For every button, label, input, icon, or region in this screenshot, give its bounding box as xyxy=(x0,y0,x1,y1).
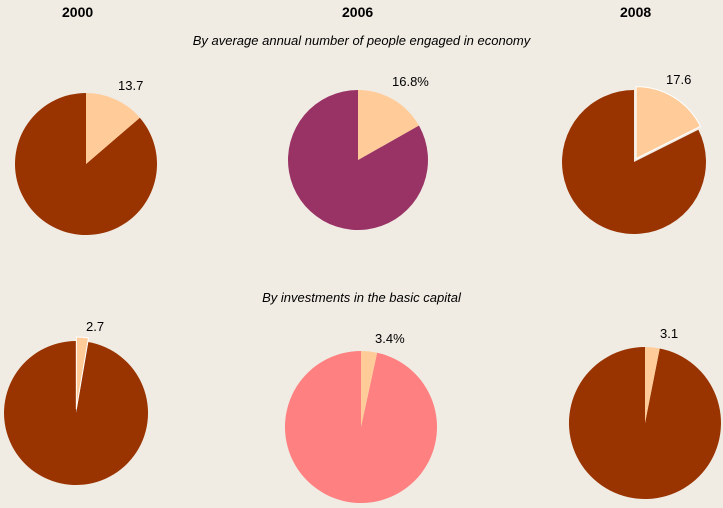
pie-slice-highlight xyxy=(635,86,702,160)
pie-data-label: 2.7 xyxy=(86,319,104,334)
pie-2000-0: 13.7 xyxy=(14,78,157,236)
pie-data-label: 16.8% xyxy=(392,74,429,89)
pie-slice-rest xyxy=(4,341,149,486)
pie-2006-1: 16.8% xyxy=(287,74,429,230)
pie-slice-highlight xyxy=(86,93,140,164)
year-2000-heading: 2000 xyxy=(62,4,94,20)
section-title-investments: By investments in the basic capital xyxy=(262,290,461,305)
pie-slice-highlight xyxy=(361,351,378,427)
pie-data-label: 3.1 xyxy=(660,326,678,341)
pie-slice-rest xyxy=(284,350,437,503)
pie-2000-3: 2.7 xyxy=(4,319,149,486)
pie-slice-highlight xyxy=(75,336,90,410)
pie-slice-highlight xyxy=(645,347,660,423)
pie-2008-5: 3.1 xyxy=(568,326,721,499)
pie-data-label: 17.6 xyxy=(666,72,691,87)
year-2008-heading: 2008 xyxy=(620,4,652,20)
pie-slice-rest xyxy=(568,346,721,499)
pie-slice-rest xyxy=(562,90,707,234)
section-title-employment: By average annual number of people engag… xyxy=(192,33,531,48)
year-2006-heading: 2006 xyxy=(342,4,374,20)
pie-2006-4: 3.4% xyxy=(284,331,437,503)
pie-data-label: 13.7 xyxy=(118,78,143,93)
pie-2008-2: 17.6 xyxy=(562,72,707,234)
pie-slice-highlight xyxy=(358,90,419,160)
pie-slice-rest xyxy=(287,90,428,230)
pie-data-label: 3.4% xyxy=(375,331,405,346)
pie-slice-rest xyxy=(14,92,157,236)
